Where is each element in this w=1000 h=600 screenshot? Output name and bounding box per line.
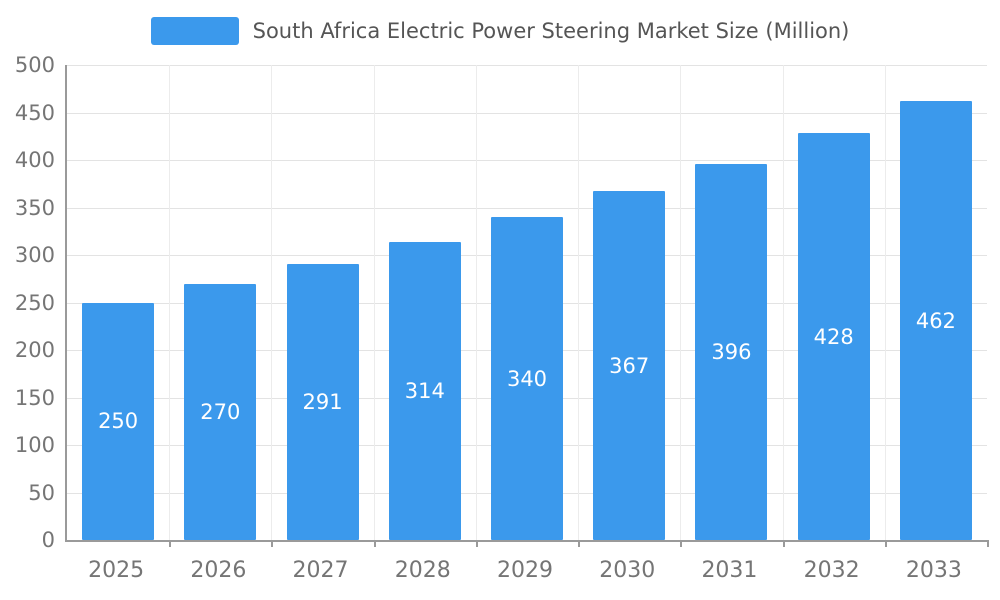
chart-title: South Africa Electric Power Steering Mar… [252,19,850,43]
x-tick-label-2031: 2031 [701,558,758,583]
y-tick-label: 450 [14,100,55,125]
y-tick-label: 300 [14,243,55,267]
x-axis: 2025 2026 2027 2028 2029 2030 2031 2032 2033 [65,552,985,588]
bar-value-label: 428 [813,324,854,349]
gridline-vertical [373,65,375,540]
x-tick-mark [987,540,989,547]
bar-2029[interactable]: 340 [491,217,563,540]
x-tick-label-2026: 2026 [190,558,247,583]
x-tick-label-2033: 2033 [905,558,962,583]
bar-2026[interactable]: 270 [184,283,257,540]
y-tick-label: 0 [41,528,55,552]
gridline-vertical [680,65,682,540]
x-tick-label-2027: 2027 [292,558,349,583]
y-tick-label: 250 [14,290,55,315]
y-tick-label: 350 [14,195,55,220]
y-axis: 0 50 100 150 200 250 300 350 400 450 500 [0,53,55,552]
bar-2032[interactable]: 428 [797,133,870,540]
y-tick-label: 150 [14,385,55,410]
bar-2025[interactable]: 250 [82,302,155,540]
x-tick-label-2029: 2029 [497,558,553,583]
gridline-vertical [884,65,886,540]
bar-2030[interactable]: 367 [593,191,666,540]
bar-value-label: 396 [711,339,752,364]
bar-value-label: 340 [506,366,548,391]
x-tick-mark [884,540,887,547]
gridline-horizontal [67,207,987,209]
gridline-vertical [578,65,580,540]
gridline-vertical [169,65,171,540]
bar-2031[interactable]: 396 [695,163,768,540]
x-tick-mark [271,540,274,547]
gridline-vertical [782,65,784,540]
y-tick-label: 200 [14,338,55,362]
bar-value-label: 462 [915,308,956,333]
bar-value-label: 270 [200,399,241,424]
x-tick-label-2032: 2032 [803,558,860,583]
x-tick-mark [373,540,376,547]
gridline-horizontal [67,112,987,114]
y-tick-label: 100 [14,433,55,457]
x-tick-mark [475,540,478,547]
x-tick-label-2025: 2025 [88,558,145,583]
plot-area: 250 270 291 314 340 367 396 428 462 [65,65,989,547]
bar-2028[interactable]: 314 [388,241,461,540]
y-tick-label: 500 [14,53,55,77]
x-tick-label-2028: 2028 [394,558,451,583]
gridline-vertical [271,65,273,540]
y-tick-label: 400 [14,148,55,172]
chart-legend[interactable]: South Africa Electric Power Steering Mar… [0,14,1000,48]
gridline-horizontal [67,160,987,161]
bar-value-label: 291 [302,389,343,414]
y-tick-label: 50 [28,480,55,505]
legend-swatch [150,17,239,45]
bar-2027[interactable]: 291 [286,263,359,540]
bar-2033[interactable]: 462 [899,101,972,540]
gridline-vertical [475,65,477,540]
bar-value-label: 250 [98,409,139,434]
gridline-horizontal [67,65,987,66]
x-tick-mark [578,540,581,547]
bar-value-label: 367 [609,353,650,378]
x-tick-mark [680,540,683,547]
x-tick-mark [169,540,172,547]
x-tick-label-2030: 2030 [599,558,656,583]
bar-value-label: 314 [404,378,445,403]
x-tick-mark [782,540,785,547]
